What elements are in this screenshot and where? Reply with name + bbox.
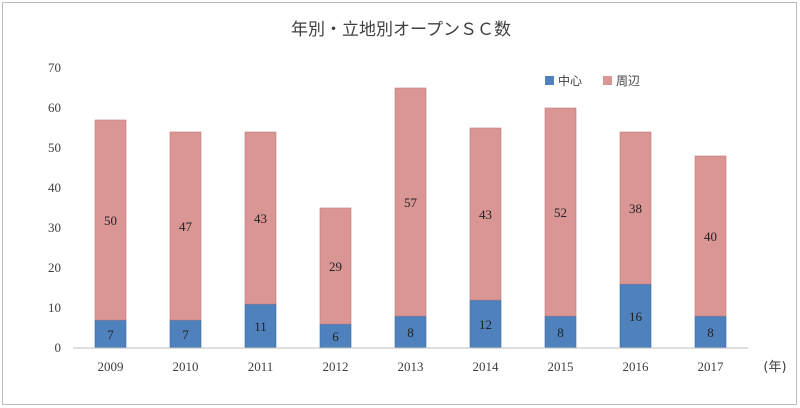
data-label: 16 (629, 309, 643, 324)
bars-group: 7 50 7 47 11 43 6 29 8 57 12 43 8 52 16 38 8 40 (94, 87, 727, 349)
bar-segment (619, 131, 652, 285)
x-tick-label: 2009 (98, 359, 124, 374)
bar-segment (319, 207, 352, 325)
y-tick-label: 40 (48, 180, 61, 195)
bar-segment (469, 127, 502, 301)
x-tick-label: 2012 (323, 359, 349, 374)
bar-segment (619, 283, 652, 349)
bar-segment (469, 299, 502, 349)
x-axis: 2009 2010 2011 2012 2013 2014 2015 2016 2017 (73, 347, 748, 374)
data-label: 29 (329, 259, 342, 274)
legend-label: 中心 (558, 73, 582, 88)
x-tick-label: 2010 (173, 359, 199, 374)
x-tick-label: 2011 (248, 359, 274, 374)
stacked-bar-chart: 年別・立地別オープンＳＣ数 0 10 20 30 40 50 60 70 7 50 7 47 11 43… (48, 20, 787, 375)
bar-segment (244, 131, 277, 305)
data-label: 12 (479, 317, 492, 332)
y-axis: 0 10 20 30 40 50 60 70 (48, 60, 61, 355)
data-label: 6 (332, 329, 339, 344)
bar-segment (544, 107, 577, 317)
data-label: 8 (407, 325, 414, 340)
x-tick-label: 2017 (698, 359, 725, 374)
data-label: 47 (179, 219, 193, 234)
bar-segment (94, 119, 127, 321)
bar-segment (169, 131, 202, 321)
bar-segment (694, 155, 727, 317)
x-tick-label: 2015 (548, 359, 574, 374)
y-tick-label: 0 (55, 340, 62, 355)
data-label: 11 (254, 319, 267, 334)
legend-swatch (545, 76, 554, 85)
data-label: 8 (707, 325, 714, 340)
y-tick-label: 20 (48, 260, 61, 275)
x-tick-label: 2013 (398, 359, 424, 374)
data-label: 43 (479, 207, 492, 222)
data-label: 52 (554, 205, 567, 220)
x-axis-unit: (年) (763, 360, 786, 375)
y-tick-label: 30 (48, 220, 61, 235)
data-label: 8 (557, 325, 564, 340)
y-tick-label: 50 (48, 140, 61, 155)
y-tick-label: 70 (48, 60, 61, 75)
legend-swatch (603, 76, 612, 85)
data-label: 50 (104, 213, 117, 228)
data-label: 38 (629, 201, 642, 216)
bar-segment (94, 319, 127, 349)
data-label: 43 (254, 211, 267, 226)
bar-segment (394, 87, 427, 317)
x-tick-label: 2016 (623, 359, 650, 374)
legend-label: 周辺 (616, 74, 640, 88)
x-tick-label: 2014 (473, 359, 500, 374)
data-label: 7 (107, 327, 114, 342)
y-tick-label: 60 (48, 100, 61, 115)
data-label: 7 (182, 327, 189, 342)
y-tick-label: 10 (48, 300, 61, 315)
chart-title: 年別・立地別オープンＳＣ数 (291, 20, 511, 40)
legend: 中心 周辺 (545, 73, 640, 88)
data-label: 57 (404, 195, 418, 210)
bar-segment (694, 315, 727, 349)
data-label: 40 (704, 229, 717, 244)
